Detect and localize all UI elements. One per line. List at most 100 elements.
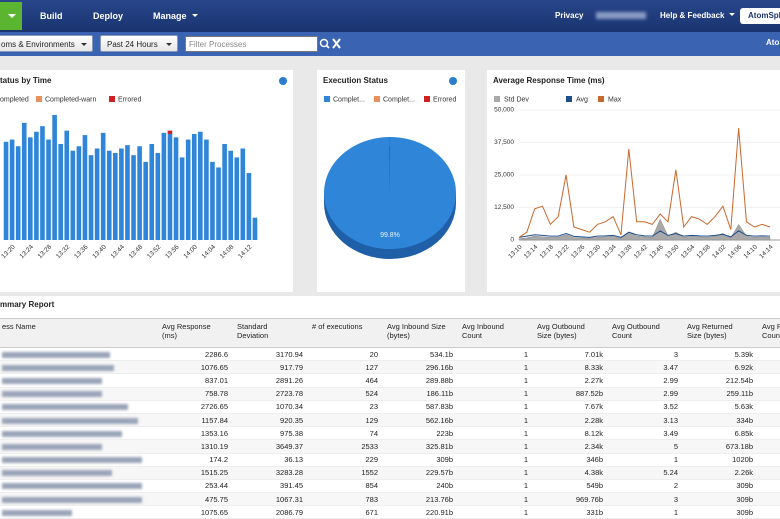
blurred-name: [2, 509, 72, 516]
app-switcher[interactable]: [0, 2, 22, 30]
table-cell: 325.81b: [385, 439, 460, 454]
table-cell: 309b: [685, 492, 760, 507]
column-header-line: Standard: [237, 322, 268, 331]
column-header-line: Deviation: [237, 331, 269, 340]
search-input[interactable]: Filter Processes: [185, 36, 318, 52]
table-cell: 309b: [385, 453, 460, 467]
bar: [106, 150, 112, 240]
table-cell: 20: [310, 347, 385, 362]
table-cell: 2.28k: [535, 413, 610, 428]
nav-privacy[interactable]: Privacy: [555, 11, 584, 20]
nav-manage[interactable]: Manage: [153, 11, 198, 21]
table-cell: 129: [310, 413, 385, 428]
table-cell: 2726.65: [160, 400, 235, 414]
info-icon[interactable]: [279, 77, 287, 85]
table-cell: 464: [310, 373, 385, 388]
table-cell: 587.83b: [385, 400, 460, 414]
account-name-blurred: [596, 12, 646, 19]
table-row: 1515.25 3283.28 1552 229.57b 1 4.38k 5.24 2.26k: [0, 466, 780, 480]
nav-help[interactable]: Help & Feedback: [660, 11, 735, 20]
legend-label: ompleted: [0, 96, 29, 103]
summary-table: ess Name Avg Response (ms) Standard Deviatio…: [0, 318, 780, 519]
table-cell: 2.99: [610, 387, 685, 401]
table-cell: 5.63k: [685, 400, 760, 414]
table-cell: 524: [310, 387, 385, 401]
table-cell: 1070.34: [235, 400, 310, 414]
process-name: [0, 387, 160, 401]
table-cell-empty: [760, 453, 780, 467]
blurred-name: [2, 483, 142, 490]
table-cell: 1: [460, 479, 535, 494]
table-cell: 3170.94: [235, 347, 310, 362]
bar: [15, 146, 21, 240]
bar: [252, 217, 258, 240]
bar: [52, 115, 57, 240]
period-dropdown[interactable]: Past 24 Hours: [100, 35, 178, 52]
process-name: [0, 373, 160, 388]
atomsphere-button[interactable]: AtomSph: [740, 8, 780, 24]
blurred-name: [2, 470, 112, 477]
table-cell: 223b: [385, 426, 460, 441]
bar: [9, 139, 15, 240]
legend-label: Completed-warn: [45, 96, 96, 103]
table-cell: 6.85k: [685, 426, 760, 441]
table-cell: 3.52: [610, 400, 685, 414]
column-header: Avg Returned Size (bytes): [685, 318, 760, 348]
y-tick-label: 0: [510, 237, 514, 244]
column-header: Avg Outbound Count: [610, 318, 685, 348]
column-header: Avg Response (ms): [160, 318, 235, 348]
table-row: 1310.19 3649.37 2533 325.81b 1 2.34k 5 673.18b: [0, 439, 780, 454]
pie-slice: [323, 137, 456, 250]
table-cell: 1: [460, 492, 535, 507]
bar: [34, 131, 39, 240]
table-row: 2286.6 3170.94 20 534.1b 1 7.01k 3 5.39k: [0, 347, 780, 362]
legend-swatch: [324, 96, 330, 102]
table-cell-empty: [760, 387, 780, 401]
bar: [246, 173, 252, 240]
table-cell: 334b: [685, 413, 760, 428]
table-cell: 3: [610, 347, 685, 362]
table-cell: 3.49: [610, 426, 685, 441]
bar: [94, 148, 100, 240]
info-icon[interactable]: [449, 77, 457, 85]
blurred-name: [2, 351, 110, 358]
area: [518, 218, 771, 241]
table-cell-empty: [760, 466, 780, 480]
environment-dropdown[interactable]: oms & Environments: [0, 35, 93, 52]
column-header: Avg Inbound Size (bytes): [385, 318, 460, 348]
legend-swatch: [566, 96, 572, 102]
table-cell-empty: [760, 413, 780, 428]
table-cell-empty: [760, 479, 780, 494]
table-cell-empty: [760, 505, 780, 519]
table-cell: 2286.6: [160, 347, 235, 362]
bar: [28, 137, 33, 240]
column-header-line: # of executions: [312, 322, 363, 331]
table-cell: 1: [460, 400, 535, 414]
table-cell: 7.01k: [535, 347, 610, 362]
table-cell: 3.47: [610, 360, 685, 375]
table-cell: 1076.65: [160, 360, 235, 375]
table-cell: 186.11b: [385, 387, 460, 401]
nav-build[interactable]: Build: [40, 11, 63, 21]
table-cell: 391.45: [235, 479, 310, 494]
table-cell: 1: [610, 505, 685, 519]
legend-swatch: [109, 96, 115, 102]
blurred-name: [2, 377, 102, 384]
table-cell: 1: [460, 439, 535, 454]
legend-swatch: [598, 96, 604, 102]
nav-deploy[interactable]: Deploy: [93, 11, 124, 21]
bar: [100, 132, 106, 240]
nav-help-label: Help & Feedback: [660, 11, 725, 20]
table-cell: 671: [310, 505, 385, 519]
search-icons[interactable]: [319, 36, 343, 52]
table-cell: 1067.31: [235, 492, 310, 507]
bar: [234, 157, 240, 240]
bar: [88, 155, 94, 240]
process-name: [0, 426, 160, 441]
bar: [119, 148, 124, 240]
panel: [487, 70, 780, 292]
process-name: [0, 347, 160, 362]
column-header-line: Size (bytes): [687, 331, 727, 340]
bar: [216, 167, 221, 240]
bar: [149, 144, 155, 240]
